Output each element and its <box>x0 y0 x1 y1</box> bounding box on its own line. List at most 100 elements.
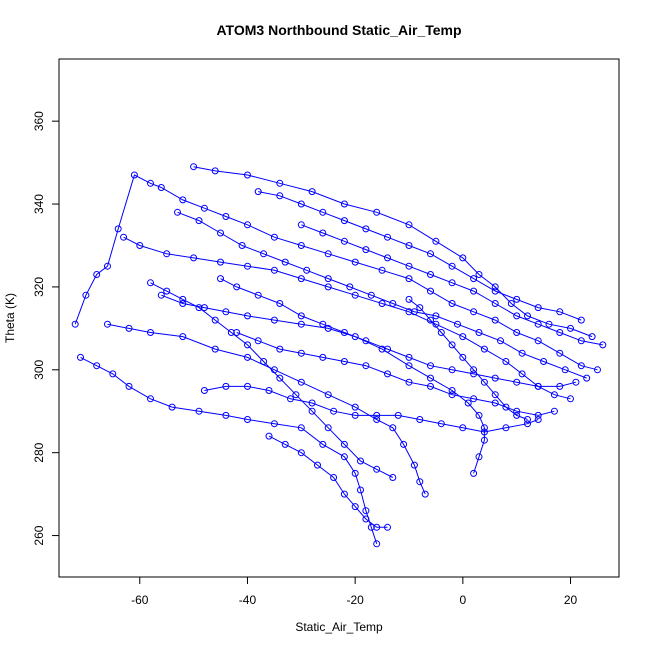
chart-title: ATOM3 Northbound Static_Air_Temp <box>216 22 461 38</box>
data-point <box>200 304 208 312</box>
data-point <box>480 428 488 436</box>
series-line <box>301 224 603 346</box>
data-point <box>276 179 284 187</box>
data-point <box>470 287 478 295</box>
data-point <box>427 362 434 370</box>
data-point <box>270 316 278 324</box>
data-point <box>367 523 375 531</box>
data-point <box>211 345 219 353</box>
data-point <box>297 242 305 249</box>
data-point <box>470 395 478 403</box>
data-point <box>416 304 424 312</box>
data-point <box>351 503 359 511</box>
data-point <box>534 416 542 423</box>
data-point <box>378 345 386 353</box>
data-point <box>324 275 332 283</box>
data-point <box>222 382 230 390</box>
data-point <box>556 329 564 336</box>
data-point <box>351 291 359 299</box>
data-point <box>427 382 434 390</box>
data-point <box>491 391 499 399</box>
data-point <box>324 250 332 258</box>
data-point <box>448 391 456 399</box>
series-line <box>204 385 539 433</box>
data-point <box>340 358 348 365</box>
data-point <box>405 275 413 283</box>
data-point <box>367 291 375 299</box>
y-tick-label: 260 <box>32 525 46 545</box>
data-point <box>351 403 359 411</box>
data-point <box>389 424 397 432</box>
data-point <box>297 312 305 320</box>
data-point <box>507 300 515 307</box>
data-point <box>276 374 284 382</box>
series-line <box>193 166 593 338</box>
data-point <box>384 254 391 262</box>
data-point <box>524 416 531 423</box>
data-point <box>550 407 558 415</box>
series-line <box>150 282 394 478</box>
data-point <box>308 399 316 407</box>
data-point <box>491 287 499 295</box>
data-point <box>314 461 321 469</box>
data-point <box>410 308 418 316</box>
x-axis-label: Static_Air_Temp <box>295 620 383 634</box>
data-point <box>362 337 370 345</box>
data-point <box>254 291 262 299</box>
data-point <box>200 387 208 394</box>
data-point <box>427 374 434 382</box>
data-point <box>104 262 111 270</box>
data-point <box>297 320 305 328</box>
data-point <box>448 300 456 307</box>
data-point <box>297 378 305 386</box>
data-point <box>222 213 230 220</box>
data-point <box>330 474 338 481</box>
data-point <box>168 403 176 411</box>
data-point <box>480 424 488 432</box>
data-point <box>400 440 408 448</box>
data-point <box>357 457 364 465</box>
data-point <box>405 242 413 249</box>
data-point <box>432 312 440 320</box>
data-point <box>179 300 187 307</box>
data-point <box>384 345 391 353</box>
series-line <box>161 294 485 474</box>
series-line <box>74 174 598 371</box>
data-point <box>130 171 138 179</box>
data-point <box>459 353 467 361</box>
data-point <box>561 366 569 374</box>
data-point <box>351 469 359 477</box>
data-point <box>556 349 564 357</box>
data-point <box>233 329 241 336</box>
data-point <box>222 308 230 316</box>
data-point <box>244 382 251 390</box>
data-point <box>459 254 467 262</box>
data-point <box>297 349 305 357</box>
data-point <box>475 329 483 336</box>
data-point <box>599 341 607 349</box>
data-point <box>373 411 381 419</box>
data-point <box>319 353 327 361</box>
data-point <box>588 333 596 341</box>
plot-frame <box>58 58 620 578</box>
data-point <box>534 320 542 328</box>
data-point <box>362 225 370 233</box>
data-point <box>362 362 370 370</box>
series-line <box>107 323 426 495</box>
data-point <box>427 287 434 295</box>
data-point <box>244 416 251 423</box>
data-point <box>270 420 278 428</box>
data-point <box>459 333 467 341</box>
data-point <box>454 320 461 328</box>
data-point <box>136 242 144 249</box>
data-point <box>270 366 278 374</box>
data-point <box>513 312 521 320</box>
data-point <box>340 217 348 225</box>
data-point <box>200 204 208 212</box>
data-point <box>340 453 348 461</box>
data-point <box>82 291 90 299</box>
data-point <box>362 507 370 515</box>
data-point <box>93 362 101 370</box>
data-point <box>432 320 440 328</box>
